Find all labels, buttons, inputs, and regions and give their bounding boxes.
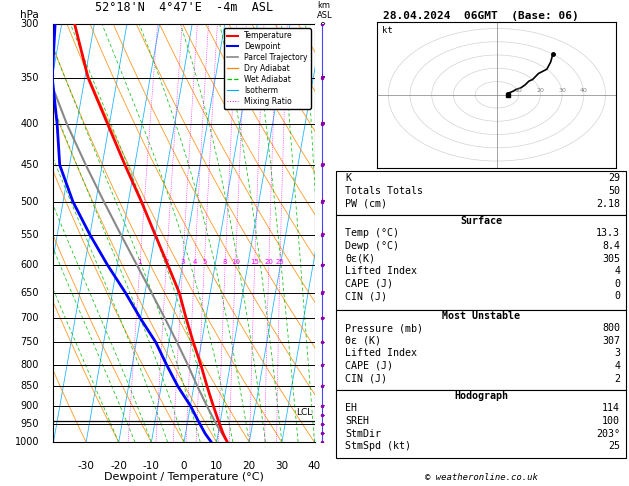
Text: 30: 30	[276, 461, 289, 471]
Text: 350: 350	[21, 73, 39, 83]
Text: -6: -6	[317, 177, 326, 186]
Text: 800: 800	[602, 323, 620, 333]
Text: 2.18: 2.18	[596, 199, 620, 208]
Text: 5: 5	[202, 259, 206, 265]
Text: 25: 25	[276, 259, 284, 265]
Text: Totals Totals: Totals Totals	[345, 186, 423, 196]
Text: -2: -2	[317, 364, 326, 374]
Text: © weatheronline.co.uk: © weatheronline.co.uk	[425, 473, 538, 482]
Text: km
ASL: km ASL	[317, 0, 333, 20]
Text: -20: -20	[110, 461, 127, 471]
Text: 8.4: 8.4	[602, 241, 620, 251]
Bar	[337, 215, 626, 310]
Text: Pressure (mb): Pressure (mb)	[345, 323, 423, 333]
Text: 50: 50	[608, 186, 620, 196]
Text: SREH: SREH	[345, 416, 369, 426]
Text: Dewpoint / Temperature (°C): Dewpoint / Temperature (°C)	[104, 471, 264, 482]
Text: LCL: LCL	[297, 408, 313, 417]
Text: 20: 20	[243, 461, 256, 471]
Text: 15: 15	[250, 259, 259, 265]
Text: 650: 650	[21, 288, 39, 298]
Text: 8: 8	[223, 259, 228, 265]
Text: -7: -7	[317, 128, 326, 137]
Text: 203°: 203°	[596, 429, 620, 438]
Text: θε(K): θε(K)	[345, 254, 375, 263]
Text: 40: 40	[580, 88, 587, 93]
Text: 3: 3	[181, 259, 185, 265]
Text: CIN (J): CIN (J)	[345, 374, 387, 383]
Text: 4: 4	[192, 259, 197, 265]
Text: 1: 1	[138, 259, 142, 265]
Text: 100: 100	[602, 416, 620, 426]
Text: 0: 0	[181, 461, 187, 471]
Text: -3: -3	[317, 321, 326, 330]
Text: Dewp (°C): Dewp (°C)	[345, 241, 399, 251]
Text: 25: 25	[608, 441, 620, 451]
Text: StmDir: StmDir	[345, 429, 381, 438]
Text: -1: -1	[317, 401, 326, 410]
Text: -30: -30	[77, 461, 94, 471]
Text: -10: -10	[143, 461, 160, 471]
Text: 307: 307	[602, 336, 620, 346]
Text: Lifted Index: Lifted Index	[345, 266, 417, 276]
Text: StmSpd (kt): StmSpd (kt)	[345, 441, 411, 451]
Text: Most Unstable: Most Unstable	[442, 311, 520, 321]
Text: 400: 400	[21, 119, 39, 129]
Text: 2: 2	[164, 259, 169, 265]
Text: 550: 550	[21, 230, 39, 240]
Text: 950: 950	[21, 419, 39, 430]
Text: 52°18'N  4°47'E  -4m  ASL: 52°18'N 4°47'E -4m ASL	[95, 1, 273, 14]
Text: PW (cm): PW (cm)	[345, 199, 387, 208]
Text: 10: 10	[515, 88, 523, 93]
Bar	[337, 390, 626, 458]
Text: 1000: 1000	[14, 437, 39, 447]
Text: EH: EH	[345, 403, 357, 413]
Text: 300: 300	[21, 19, 39, 29]
Text: 600: 600	[21, 260, 39, 270]
Text: 500: 500	[21, 197, 39, 207]
Text: 20: 20	[537, 88, 544, 93]
Text: 4: 4	[614, 266, 620, 276]
Text: 10: 10	[210, 461, 223, 471]
Text: 0: 0	[614, 292, 620, 301]
Text: 20: 20	[264, 259, 273, 265]
Text: 800: 800	[21, 360, 39, 370]
Text: 29: 29	[608, 174, 620, 183]
Text: 900: 900	[21, 400, 39, 411]
Text: Lifted Index: Lifted Index	[345, 348, 417, 358]
Text: Temp (°C): Temp (°C)	[345, 228, 399, 238]
Text: 30: 30	[558, 88, 566, 93]
Text: -9: -9	[317, 22, 326, 31]
Text: 750: 750	[21, 337, 39, 347]
Text: 0: 0	[614, 279, 620, 289]
Text: hPa: hPa	[20, 10, 39, 20]
Text: Mixing Ratio (g/kg): Mixing Ratio (g/kg)	[357, 193, 366, 273]
Text: CAPE (J): CAPE (J)	[345, 279, 393, 289]
Text: 700: 700	[21, 313, 39, 324]
Text: 4: 4	[614, 361, 620, 371]
Bar	[337, 310, 626, 390]
Text: 13.3: 13.3	[596, 228, 620, 238]
Text: CIN (J): CIN (J)	[345, 292, 387, 301]
Text: θε (K): θε (K)	[345, 336, 381, 346]
Text: 2: 2	[614, 374, 620, 383]
Text: 28.04.2024  06GMT  (Base: 06): 28.04.2024 06GMT (Base: 06)	[383, 11, 579, 21]
Text: -4: -4	[317, 273, 326, 282]
Text: 305: 305	[602, 254, 620, 263]
Text: Surface: Surface	[460, 216, 502, 226]
Text: 10: 10	[231, 259, 240, 265]
Text: kt: kt	[382, 26, 392, 35]
Bar	[337, 171, 626, 215]
Text: K: K	[345, 174, 351, 183]
Legend: Temperature, Dewpoint, Parcel Trajectory, Dry Adiabat, Wet Adiabat, Isotherm, Mi: Temperature, Dewpoint, Parcel Trajectory…	[223, 28, 311, 109]
Text: 114: 114	[602, 403, 620, 413]
Text: -8: -8	[317, 80, 326, 89]
Text: CAPE (J): CAPE (J)	[345, 361, 393, 371]
Text: 850: 850	[21, 381, 39, 391]
Text: 40: 40	[308, 461, 321, 471]
Text: 450: 450	[21, 160, 39, 170]
Text: -5: -5	[317, 224, 326, 233]
Text: Hodograph: Hodograph	[454, 391, 508, 401]
Text: 3: 3	[614, 348, 620, 358]
